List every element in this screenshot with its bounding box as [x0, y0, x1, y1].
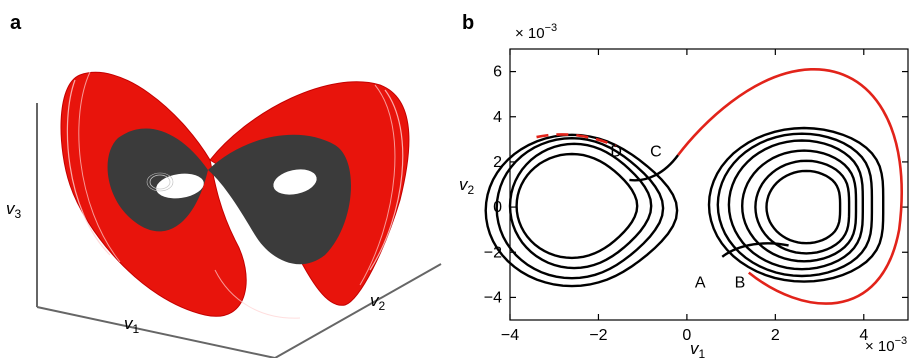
right-loop-curve — [716, 132, 874, 278]
y-multiplier-label: × 10−3 — [515, 22, 557, 42]
path-C-link — [629, 154, 680, 182]
panel-a-3d-plot: v3 v1 v2 — [6, 71, 442, 358]
x-tick-label: 2 — [771, 327, 780, 344]
x-multiplier-label: × 10−3 — [865, 335, 907, 355]
x-tick-label: 0 — [682, 327, 691, 344]
y-tick-label: −4 — [484, 289, 502, 306]
y-axis-line — [274, 263, 442, 358]
red-dashed-curve — [536, 133, 617, 148]
z-axis-label: v3 — [6, 199, 22, 221]
point-label-d: D — [610, 144, 622, 161]
right-loop-curve — [707, 126, 885, 283]
y-tick-label: 4 — [493, 109, 502, 126]
x-tick-label: −4 — [501, 327, 519, 344]
point-label-a: A — [695, 275, 706, 292]
y-axis-label: v2 — [370, 291, 386, 313]
x-tick-label: 4 — [859, 327, 868, 344]
right-loop-curve — [740, 149, 858, 263]
panel-letter-a: a — [10, 12, 22, 34]
left-loop-curve — [515, 152, 639, 260]
x-tick-label: −2 — [589, 327, 607, 344]
red-excursion-curve — [677, 68, 904, 305]
x-axis-title: v1 — [690, 339, 706, 358]
y-tick-label: 2 — [493, 154, 502, 171]
right-loop-curve — [765, 169, 842, 245]
x-axis-label: v1 — [124, 314, 140, 336]
annotation-group: A B C D — [610, 144, 745, 292]
path-A-start — [721, 242, 789, 258]
right-loop-curve — [754, 159, 851, 255]
left-loop-curve — [495, 136, 665, 280]
plot-frame — [509, 48, 909, 321]
panel-letter-b: b — [462, 12, 475, 34]
point-label-c: C — [650, 144, 662, 161]
y-axis-title: v2 — [459, 175, 475, 197]
y-tick-label: 6 — [493, 64, 502, 81]
point-label-b: B — [735, 275, 746, 292]
left-loop-curve — [484, 133, 679, 288]
x-axis-line — [36, 306, 276, 358]
left-loop-curve — [508, 142, 653, 270]
attractor-dark-core — [107, 128, 352, 265]
curve-group — [484, 68, 904, 305]
right-loop-curve — [727, 139, 864, 271]
